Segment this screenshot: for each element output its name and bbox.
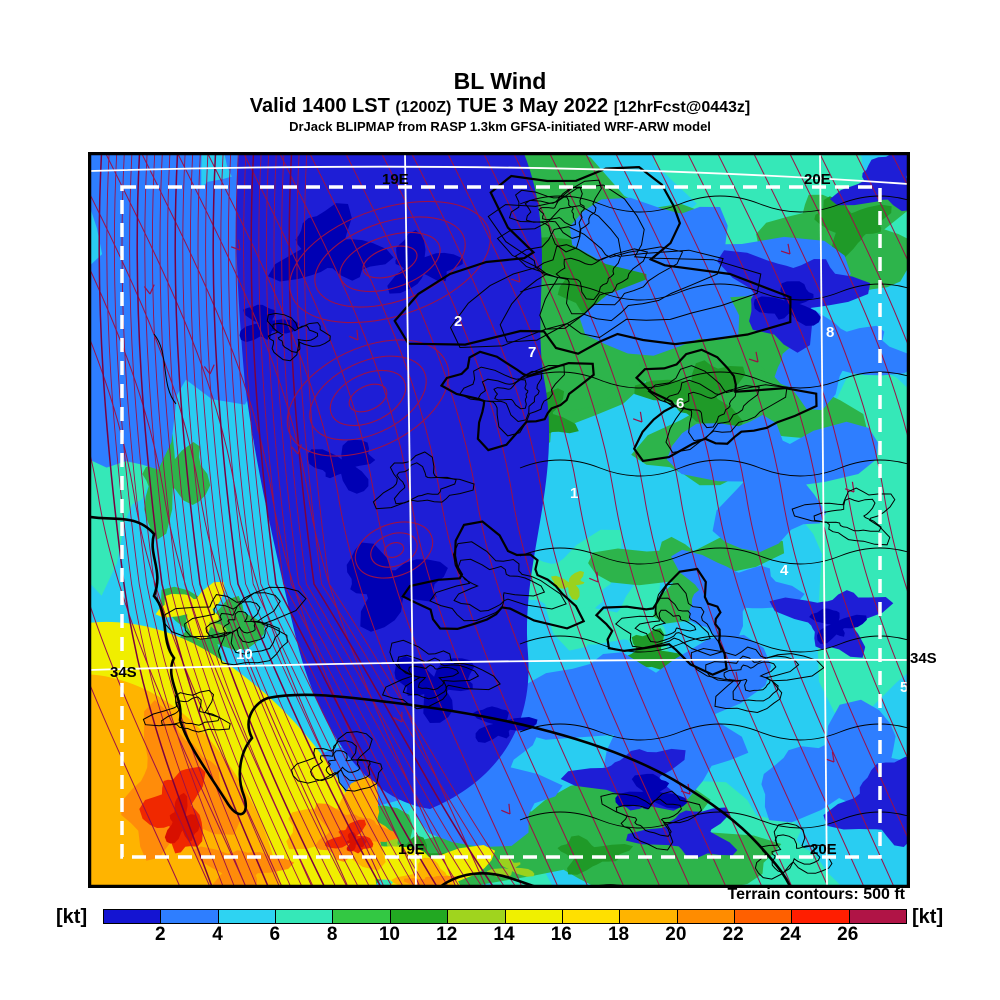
colorbar-tick: 8 bbox=[326, 924, 338, 945]
terrain-contours-note: Terrain contours: 500 ft bbox=[727, 886, 905, 903]
map-grid-label: 19E bbox=[398, 841, 425, 858]
colorbar-segment bbox=[218, 910, 277, 923]
model-line: DrJack BLIPMAP from RASP 1.3km GFSA-init… bbox=[289, 118, 711, 134]
wind-speed-label: 6 bbox=[676, 395, 684, 412]
colorbar-tick: 12 bbox=[436, 924, 458, 945]
colorbar-tick: 18 bbox=[607, 924, 630, 945]
map-grid-label: 20E bbox=[804, 171, 831, 188]
colorbar-tick: 26 bbox=[837, 924, 859, 945]
colorbar-tick-row: 2 4 6 8 10 12 14 16 18 20 22 24 26 bbox=[103, 924, 905, 946]
colorbar-segment bbox=[104, 910, 162, 923]
colorbar-tick: 14 bbox=[493, 924, 515, 945]
colorbar bbox=[103, 909, 907, 924]
colorbar-tick: 16 bbox=[550, 924, 572, 945]
colorbar-tick: 20 bbox=[665, 924, 687, 945]
colorbar-segment bbox=[562, 910, 621, 923]
map-grid-label: 34S bbox=[110, 664, 137, 681]
wind-speed-label: 5 bbox=[900, 679, 908, 696]
valid-prefix: Valid 1400 LST bbox=[249, 95, 396, 118]
colorbar-tick: 24 bbox=[779, 924, 801, 945]
header: BL Wind Valid 1400 LST (1200Z) TUE 3 May… bbox=[0, 68, 1000, 134]
colorbar-segment bbox=[390, 910, 449, 923]
colorbar-segment bbox=[734, 910, 793, 923]
colorbar-segment bbox=[161, 910, 219, 923]
map-grid-label: 20E bbox=[810, 841, 837, 858]
wind-speed-label: 8 bbox=[826, 324, 834, 341]
valid-date: TUE 3 May 2022 bbox=[451, 95, 614, 118]
colorbar-unit-right: [kt] bbox=[912, 906, 944, 928]
colorbar-segment bbox=[792, 910, 850, 923]
streamlines bbox=[90, 154, 908, 886]
valid-zulu: (1200Z) bbox=[395, 99, 452, 117]
colorbar-tick: 10 bbox=[378, 924, 400, 945]
model-domain-box bbox=[120, 185, 882, 859]
wind-speed-label: 2 bbox=[454, 313, 462, 330]
colorbar-segment bbox=[505, 910, 563, 923]
terrain-contours bbox=[142, 165, 908, 880]
valid-line: Valid 1400 LST (1200Z) TUE 3 May 2022 [1… bbox=[0, 95, 1000, 119]
wind-speed-label: 7 bbox=[528, 344, 536, 361]
colorbar-tick: 4 bbox=[212, 924, 223, 945]
colorbar-unit-left: [kt] bbox=[56, 906, 88, 928]
colorbar-segment bbox=[620, 910, 678, 923]
colorbar-segment bbox=[276, 910, 334, 923]
colorbar-segment bbox=[333, 910, 391, 923]
colorbar-segment bbox=[677, 910, 735, 923]
colorbar-tick: 22 bbox=[722, 924, 744, 945]
colorbar-tick: 2 bbox=[154, 924, 166, 945]
colorbar-tick: 6 bbox=[269, 924, 281, 945]
map-panel: 19E 20E 34S 19E 20E 2 7 8 6 1 4 10 5 bbox=[88, 152, 910, 888]
wind-speed-label: 4 bbox=[780, 562, 789, 579]
valid-fcst: [12hrFcst@0443z] bbox=[613, 99, 751, 117]
graticule bbox=[90, 154, 908, 886]
colorbar-segment bbox=[849, 910, 907, 923]
right-edge-latitude-label: 34S bbox=[910, 650, 937, 667]
wind-speed-label: 10 bbox=[236, 646, 253, 663]
page-title: BL Wind bbox=[453, 68, 547, 94]
wind-speed-label: 1 bbox=[570, 485, 578, 502]
colorbar-segment bbox=[448, 910, 506, 923]
map-grid-label: 19E bbox=[382, 171, 409, 188]
wind-map-plot: 19E 20E 34S 19E 20E 2 7 8 6 1 4 10 5 bbox=[90, 154, 908, 886]
